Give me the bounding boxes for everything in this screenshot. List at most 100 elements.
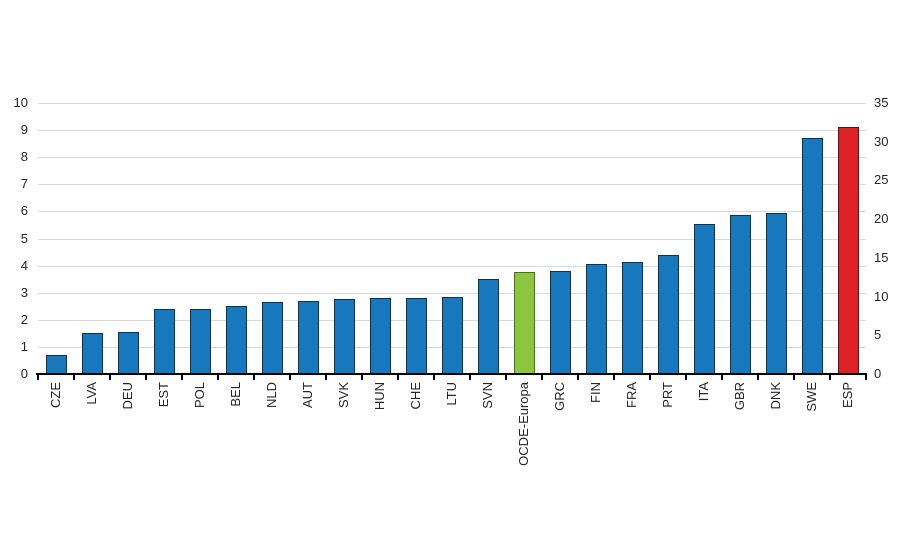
category-label-HUN: HUN <box>372 382 387 411</box>
x-axis-tick <box>865 375 867 380</box>
category-label-GBR: GBR <box>732 382 747 411</box>
category-label-FRA: FRA <box>624 382 639 408</box>
bar-OCDE-Europa <box>513 272 535 374</box>
gridline-8 <box>38 157 866 159</box>
category-label-EST: EST <box>156 382 171 408</box>
bar-EST <box>153 308 175 374</box>
x-axis-tick <box>325 375 327 380</box>
right-axis-tick-label-20: 20 <box>874 211 889 227</box>
x-axis-tick <box>181 375 183 380</box>
plot-area <box>38 103 866 374</box>
left-axis-tick-label-0: 0 <box>20 366 28 381</box>
bar-DEU <box>117 332 139 374</box>
x-axis-tick <box>721 375 723 380</box>
bar-GRC <box>549 271 571 374</box>
right-axis-tick-label-10: 10 <box>874 288 889 304</box>
left-axis-tick-label-7: 7 <box>20 176 28 192</box>
bar-AUT <box>297 300 319 374</box>
right-axis-tick-label-15: 15 <box>874 249 889 265</box>
x-axis-tick <box>253 375 255 380</box>
x-axis-tick <box>361 375 363 380</box>
bar-SVN <box>477 279 499 374</box>
x-axis-tick <box>469 375 471 380</box>
left-axis-tick-label-6: 6 <box>20 203 28 219</box>
x-axis-tick <box>685 375 687 380</box>
x-axis-tick <box>577 375 579 380</box>
category-label-PRT: PRT <box>660 382 675 408</box>
right-axis-tick-label-5: 5 <box>874 327 882 343</box>
x-axis-tick <box>289 375 291 380</box>
category-label-POL: POL <box>192 382 207 409</box>
x-axis-tick <box>505 375 507 380</box>
gridline-3 <box>38 292 866 294</box>
bar-DNK <box>765 212 787 374</box>
category-label-ITA: ITA <box>696 382 711 402</box>
left-axis-tick-label-3: 3 <box>20 284 28 300</box>
bar-BEL <box>225 306 247 374</box>
right-axis-tick-label-0: 0 <box>874 366 882 381</box>
category-label-DEU: DEU <box>120 382 135 410</box>
left-axis-tick-label-9: 9 <box>20 122 28 138</box>
bar-FIN <box>585 264 607 374</box>
x-axis-tick <box>145 375 147 380</box>
category-label-SVN: SVN <box>480 382 495 409</box>
bar-SWE <box>801 138 823 374</box>
x-axis-tick <box>757 375 759 380</box>
category-label-LVA: LVA <box>84 382 99 405</box>
bar-ESP <box>837 127 859 374</box>
bar-CHE <box>405 298 427 374</box>
bar-LTU <box>441 296 463 374</box>
category-label-NLD: NLD <box>264 382 279 409</box>
right-axis-tick-label-35: 35 <box>874 95 889 110</box>
right-axis-tick-label-25: 25 <box>874 172 889 188</box>
left-axis-tick-label-8: 8 <box>20 149 28 165</box>
bar-GBR <box>729 215 751 374</box>
x-axis-tick <box>613 375 615 380</box>
gridline-9 <box>38 130 866 132</box>
left-axis-tick-label-5: 5 <box>20 230 28 246</box>
gridline-6 <box>38 211 866 213</box>
category-label-ESP: ESP <box>840 382 855 409</box>
category-label-GRC: GRC <box>552 382 567 411</box>
bar-SVK <box>333 299 355 374</box>
category-label-LTU: LTU <box>444 382 459 406</box>
x-axis-tick <box>433 375 435 380</box>
category-label-AUT: AUT <box>300 382 315 408</box>
gridline-7 <box>38 184 866 186</box>
gridline-4 <box>38 265 866 267</box>
category-label-SVK: SVK <box>336 382 351 409</box>
left-axis-tick-label-10: 10 <box>13 95 28 110</box>
category-label-FIN: FIN <box>588 382 603 403</box>
left-axis-tick-label-4: 4 <box>20 257 28 273</box>
bar-POL <box>189 308 211 374</box>
x-axis-tick <box>73 375 75 380</box>
x-axis-tick <box>649 375 651 380</box>
category-label-BEL: BEL <box>228 382 243 407</box>
x-axis-tick <box>109 375 111 380</box>
gridline-5 <box>38 238 866 240</box>
bar-ITA <box>693 223 715 374</box>
bar-FRA <box>621 261 643 374</box>
bar-CZE <box>45 355 67 374</box>
bar-PRT <box>657 254 679 374</box>
x-axis-tick <box>37 375 39 380</box>
right-axis-tick-label-30: 30 <box>874 133 889 149</box>
category-label-SWE: SWE <box>804 382 819 412</box>
x-axis-tick <box>397 375 399 380</box>
category-label-CHE: CHE <box>408 382 423 410</box>
category-label-DNK: DNK <box>768 382 783 410</box>
x-axis-tick <box>217 375 219 380</box>
bar-LVA <box>81 333 103 374</box>
bar-HUN <box>369 298 391 374</box>
left-axis-tick-label-1: 1 <box>20 338 28 354</box>
x-axis-tick <box>541 375 543 380</box>
x-axis-tick <box>793 375 795 380</box>
category-label-CZE: CZE <box>48 382 63 408</box>
gridline-10 <box>38 103 866 104</box>
bar-NLD <box>261 302 283 374</box>
category-label-OCDE-Europa: OCDE-Europa <box>516 382 531 466</box>
x-axis-line <box>36 373 867 375</box>
x-axis-tick <box>829 375 831 380</box>
left-axis-tick-label-2: 2 <box>20 311 28 327</box>
